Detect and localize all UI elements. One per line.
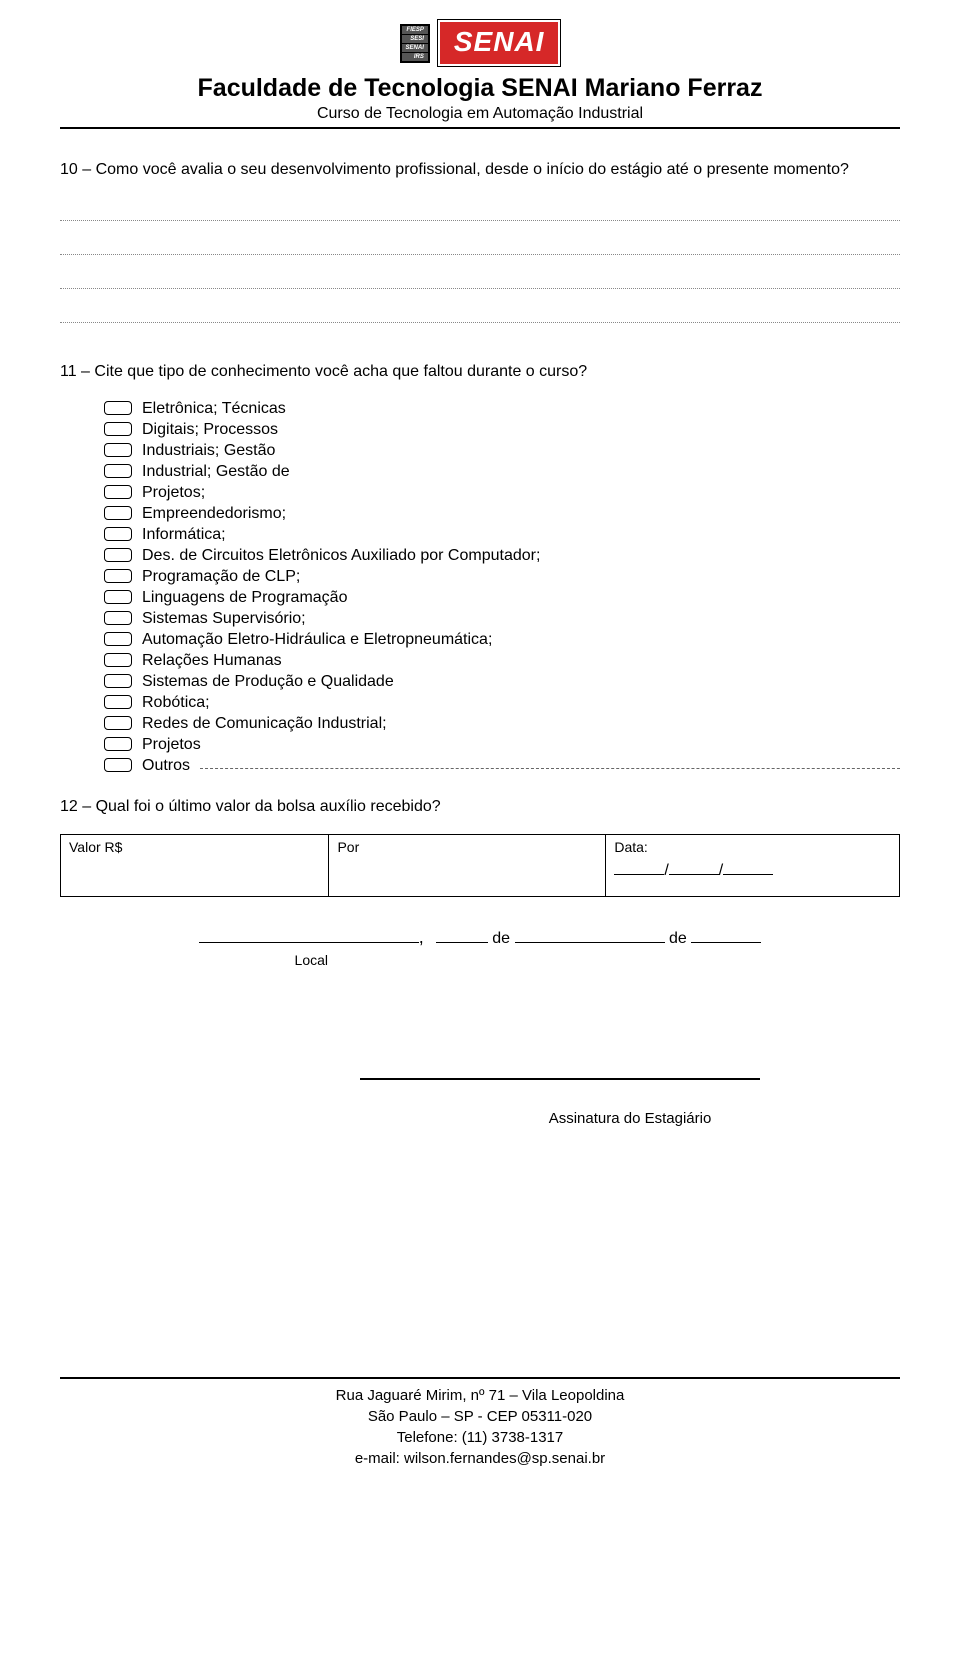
footer-address: Rua Jaguaré Mirim, nº 71 – Vila Leopoldi… (60, 1385, 900, 1406)
checkbox-label: Digitais; Processos (142, 419, 278, 440)
date-year-blank[interactable] (723, 861, 773, 875)
table-cell-data[interactable]: Data: // (606, 834, 900, 896)
fiesp-line: SENAI (402, 44, 428, 52)
date-day-blank[interactable] (614, 861, 664, 875)
checkbox-label: Programação de CLP; (142, 566, 300, 587)
checkbox[interactable] (104, 569, 132, 583)
checkbox-label: Outros (142, 755, 190, 776)
table-cell-valor[interactable]: Valor R$ (61, 834, 329, 896)
checkbox[interactable] (104, 758, 132, 772)
checkbox[interactable] (104, 464, 132, 478)
checkbox-label: Informática; (142, 524, 226, 545)
question-12: 12 – Qual foi o último valor da bolsa au… (60, 796, 900, 818)
month-fill[interactable] (515, 927, 665, 943)
page-title: Faculdade de Tecnologia SENAI Mariano Fe… (60, 74, 900, 103)
checkbox-label: Projetos; (142, 482, 205, 503)
checkbox[interactable] (104, 485, 132, 499)
checkbox[interactable] (104, 674, 132, 688)
checkbox-label: Automação Eletro-Hidráulica e Eletropneu… (142, 629, 492, 650)
place-date-row: , Local de de (60, 927, 900, 968)
header-divider (60, 127, 900, 129)
checkbox-label: Relações Humanas (142, 650, 282, 671)
checkbox[interactable] (104, 506, 132, 520)
checkbox-label: Empreendedorismo; (142, 503, 286, 524)
signature-block: Assinatura do Estagiário (360, 1078, 900, 1127)
logo-row: FIESP SESI SENAI IRS SENAI (60, 20, 900, 66)
signature-line[interactable] (360, 1078, 760, 1080)
checkbox[interactable] (104, 716, 132, 730)
fiesp-line: FIESP (402, 26, 428, 34)
checkbox-label: Sistemas Supervisório; (142, 608, 306, 629)
checkbox[interactable] (104, 401, 132, 415)
checkbox-label: Redes de Comunicação Industrial; (142, 713, 387, 734)
checkbox-label: Industriais; Gestão (142, 440, 275, 461)
signature-label: Assinatura do Estagiário (360, 1110, 900, 1127)
checkbox[interactable] (104, 422, 132, 436)
checkbox-label: Eletrônica; Técnicas (142, 398, 286, 419)
document-header: FIESP SESI SENAI IRS SENAI Faculdade de … (60, 20, 900, 129)
page-subtitle: Curso de Tecnologia em Automação Industr… (60, 105, 900, 123)
fiesp-logo-icon: FIESP SESI SENAI IRS (400, 24, 430, 63)
checkbox[interactable] (104, 632, 132, 646)
checkbox[interactable] (104, 590, 132, 604)
answer-line[interactable] (60, 265, 900, 289)
senai-logo-icon: SENAI (438, 20, 561, 66)
footer-divider (60, 1377, 900, 1379)
answer-line[interactable] (60, 197, 900, 221)
checkbox[interactable] (104, 695, 132, 709)
checkbox[interactable] (104, 653, 132, 667)
local-block: , Local (199, 927, 424, 968)
question-11: 11 – Cite que tipo de conhecimento você … (60, 361, 900, 383)
question-10: 10 – Como você avalia o seu desenvolvime… (60, 159, 900, 181)
fiesp-line: IRS (402, 53, 428, 61)
checkbox-label: Linguagens de Programação (142, 587, 347, 608)
footer-phone: Telefone: (11) 3738-1317 (60, 1427, 900, 1448)
date-blanks: // (614, 861, 891, 880)
date-month-blank[interactable] (669, 861, 719, 875)
answer-line[interactable] (60, 231, 900, 255)
outros-fill-line[interactable] (200, 755, 900, 769)
checkbox-label: Projetos (142, 734, 201, 755)
table-cell-por[interactable]: Por (329, 834, 606, 896)
checkbox[interactable] (104, 611, 132, 625)
value-table: Valor R$ Por Data: // (60, 834, 900, 897)
checkbox-label: Robótica; (142, 692, 210, 713)
checkbox-list: Eletrônica; Técnicas Digitais; Processos… (104, 398, 900, 776)
cell-label: Por (337, 839, 359, 855)
date-written-block: de de (436, 927, 761, 948)
fiesp-line: SESI (402, 35, 428, 43)
local-fill-line[interactable] (199, 927, 419, 943)
de-text: de (669, 930, 687, 947)
footer-city: São Paulo – SP - CEP 05311-020 (60, 1406, 900, 1427)
footer-email: e-mail: wilson.fernandes@sp.senai.br (60, 1448, 900, 1469)
document-footer: Rua Jaguaré Mirim, nº 71 – Vila Leopoldi… (60, 1377, 900, 1469)
day-fill[interactable] (436, 927, 488, 943)
checkbox-label: Des. de Circuitos Eletrônicos Auxiliado … (142, 545, 540, 566)
de-text: de (492, 930, 510, 947)
checkbox-label: Sistemas de Produção e Qualidade (142, 671, 394, 692)
checkbox[interactable] (104, 737, 132, 751)
local-label: Local (199, 952, 424, 968)
cell-label: Valor R$ (69, 839, 122, 855)
checkbox[interactable] (104, 548, 132, 562)
checkbox-label: Industrial; Gestão de (142, 461, 290, 482)
year-fill[interactable] (691, 927, 761, 943)
checkbox[interactable] (104, 443, 132, 457)
cell-label: Data: (614, 839, 647, 855)
answer-line[interactable] (60, 299, 900, 323)
checkbox[interactable] (104, 527, 132, 541)
